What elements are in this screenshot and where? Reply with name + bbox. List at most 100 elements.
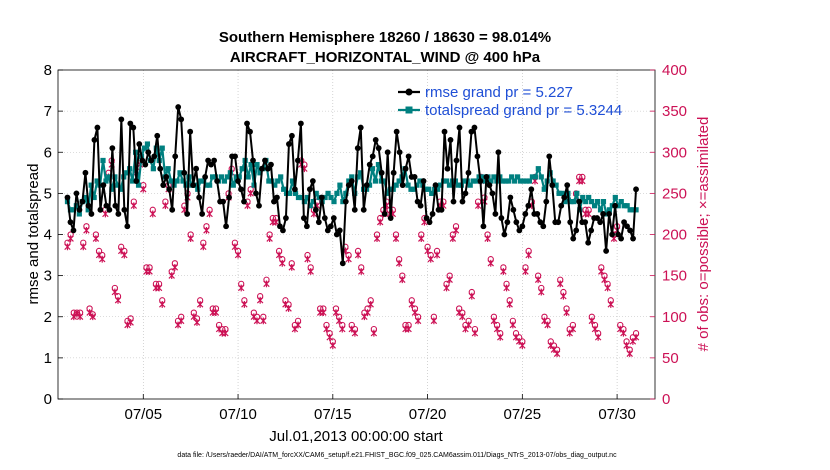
legend-spread-label: totalspread grand pr = 5.3244: [425, 102, 622, 119]
spread-marker: [239, 166, 245, 172]
spread-marker: [307, 203, 313, 209]
y-tick-label-right: 350: [662, 103, 687, 120]
obs-assimilated-marker: [339, 325, 346, 333]
y-tick-label-right: 50: [662, 350, 679, 367]
rmse-marker: [564, 182, 571, 189]
spread-marker: [141, 145, 148, 151]
rmse-marker: [375, 145, 382, 152]
spread-marker: [381, 178, 387, 184]
legend-rmse-label: rmse grand pr = 5.227: [425, 84, 573, 101]
rmse-marker: [312, 206, 319, 213]
rmse-marker: [537, 219, 544, 226]
rmse-marker: [211, 157, 218, 164]
obs-assimilated-marker: [541, 317, 548, 325]
rmse-marker: [330, 215, 337, 221]
rmse-marker: [238, 186, 244, 193]
obs-assimilated-marker: [405, 325, 412, 333]
obs-assimilated-marker: [193, 319, 201, 326]
spread-marker: [553, 182, 559, 188]
spread-marker: [627, 207, 633, 213]
rmse-marker: [609, 231, 616, 238]
obs-assimilated-marker: [159, 301, 166, 308]
rmse-marker: [366, 161, 373, 168]
rmse-marker: [615, 231, 621, 238]
obs-assimilated-marker: [569, 325, 577, 333]
rmse-marker: [109, 145, 116, 152]
rmse-marker: [321, 215, 328, 221]
rmse-marker: [414, 198, 421, 205]
spread-marker: [597, 207, 604, 213]
obs-assimilated-marker: [275, 251, 283, 259]
spread-marker: [88, 182, 94, 188]
rmse-marker: [256, 202, 262, 209]
rmse-marker: [513, 219, 520, 226]
rmse-marker: [274, 194, 280, 201]
obs-assimilated-marker: [623, 342, 630, 349]
spread-marker: [144, 141, 151, 147]
rmse-marker: [118, 116, 125, 123]
spread-marker: [322, 194, 328, 201]
rmse-marker: [624, 223, 630, 230]
rmse-marker: [606, 211, 613, 217]
rmse-marker: [124, 223, 131, 230]
obs-assimilated-marker: [279, 259, 286, 267]
rmse-marker: [390, 169, 397, 176]
spread-marker: [177, 170, 183, 176]
rmse-marker: [369, 153, 376, 160]
chart-title-line2: AIRCRAFT_HORIZONTAL_WIND @ 400 hPa: [230, 49, 541, 66]
spread-marker: [135, 182, 142, 188]
spread-marker: [583, 199, 589, 205]
rmse-marker: [193, 165, 200, 172]
spread-marker: [600, 199, 607, 205]
rmse-marker: [79, 198, 86, 205]
rmse-marker: [70, 227, 77, 234]
obs-assimilated-marker: [247, 189, 254, 197]
y-tick-label-left: 4: [44, 227, 52, 244]
rmse-marker: [76, 206, 83, 213]
obs-assimilated-marker: [560, 292, 567, 300]
obs-assimilated-marker: [323, 325, 330, 333]
spread-marker: [346, 178, 352, 184]
spread-marker: [124, 170, 130, 176]
obs-assimilated-marker: [367, 301, 374, 308]
spread-marker: [414, 182, 420, 188]
spread-marker: [594, 199, 601, 205]
rmse-marker: [166, 186, 173, 193]
rmse-marker: [300, 215, 307, 221]
rmse-marker: [489, 190, 496, 197]
legend: rmse grand pr = 5.227 totalspread grand …: [398, 84, 622, 119]
spread-marker: [85, 207, 91, 213]
rmse-marker: [106, 206, 113, 213]
rmse-marker: [612, 202, 619, 209]
rmse-marker: [525, 202, 532, 209]
rmse-marker: [363, 182, 370, 189]
spread-marker: [591, 203, 598, 209]
rmse-marker: [417, 202, 424, 209]
rmse-marker: [283, 215, 289, 221]
rmse-marker: [405, 153, 412, 160]
spread-marker: [443, 178, 450, 184]
spread-marker: [488, 178, 494, 184]
obs-assimilated-marker: [67, 235, 74, 243]
x-tick-label: 07/10: [219, 406, 257, 423]
obs-assimilated-marker: [196, 301, 204, 308]
rmse-marker: [202, 174, 209, 180]
rmse-marker: [351, 206, 358, 213]
spread-marker: [612, 194, 618, 201]
spread-marker: [295, 194, 302, 201]
spread-marker: [292, 190, 299, 196]
rmse-marker: [411, 174, 418, 180]
rmse-marker: [208, 161, 215, 168]
obs-assimilated-marker: [231, 243, 239, 251]
rmse-marker: [262, 157, 268, 164]
y-tick-label-left: 3: [44, 268, 52, 285]
obs-assimilated-marker: [500, 268, 507, 275]
rmse-marker: [507, 194, 514, 201]
obs-assimilated-marker: [585, 210, 592, 218]
rmse-marker: [492, 211, 499, 217]
obs-assimilated-marker: [493, 325, 501, 333]
rmse-marker: [570, 235, 577, 242]
rmse-marker: [534, 211, 541, 217]
rmse-marker: [184, 211, 191, 217]
obs-assimilated-marker: [256, 296, 264, 304]
